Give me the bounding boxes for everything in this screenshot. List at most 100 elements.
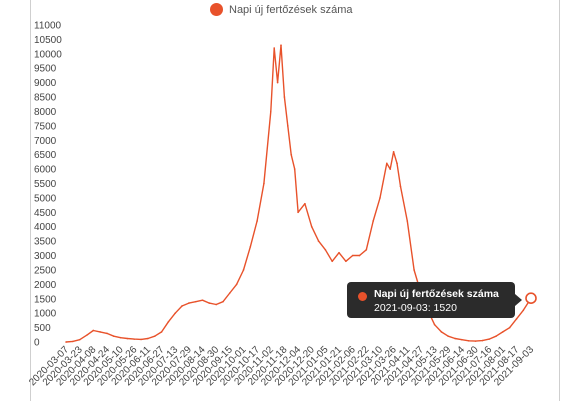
y-tick-label: 0 [34, 338, 40, 349]
data-point[interactable] [440, 331, 443, 333]
y-tick-label: 7500 [34, 121, 57, 132]
data-point[interactable] [293, 168, 296, 170]
data-point[interactable] [222, 300, 224, 303]
chart-area-border [30, 0, 560, 401]
data-point[interactable] [256, 220, 258, 222]
data-point[interactable] [447, 335, 450, 338]
y-axis: 0 500 1000 1500 2000 2500 3000 3500 4000 4500 5000… [34, 21, 62, 349]
data-tooltip: Napi új fertőzések száma 2021-09-03: 152… [347, 282, 522, 318]
data-point[interactable] [263, 182, 265, 185]
data-point[interactable] [413, 269, 415, 271]
data-point[interactable] [331, 260, 334, 263]
data-point[interactable] [304, 202, 306, 205]
data-point[interactable] [454, 337, 456, 340]
data-point[interactable] [406, 220, 409, 222]
data-point[interactable] [276, 81, 279, 84]
data-point[interactable] [140, 338, 142, 341]
data-point[interactable] [345, 260, 347, 263]
data-point[interactable] [379, 197, 381, 199]
data-point[interactable] [126, 337, 129, 340]
data-point[interactable] [290, 153, 293, 156]
data-point[interactable] [481, 339, 484, 342]
data-point[interactable] [515, 318, 518, 320]
data-point[interactable] [488, 338, 490, 340]
data-point[interactable] [112, 335, 115, 338]
data-point[interactable] [461, 338, 463, 341]
series-points [65, 44, 532, 343]
tooltip-title: Napi új fertőzések száma [374, 288, 499, 300]
data-point[interactable] [201, 299, 204, 302]
y-tick-label: 9000 [34, 78, 57, 89]
data-point[interactable] [208, 302, 211, 304]
chart-legend[interactable]: Napi új fertőzések száma [210, 3, 353, 16]
data-point[interactable] [174, 312, 177, 314]
data-point[interactable] [86, 333, 89, 336]
data-point[interactable] [365, 248, 368, 251]
data-point[interactable] [92, 329, 95, 332]
highlighted-data-point[interactable] [525, 292, 537, 304]
data-point[interactable] [474, 340, 477, 342]
data-point[interactable] [297, 211, 299, 214]
data-point[interactable] [78, 338, 81, 341]
data-point[interactable] [160, 331, 163, 333]
data-point[interactable] [358, 254, 361, 257]
y-tick-label: 9500 [34, 64, 57, 75]
y-tick-label: 3000 [34, 251, 57, 262]
data-point[interactable] [495, 335, 497, 338]
data-point[interactable] [249, 246, 252, 248]
data-point[interactable] [392, 151, 395, 153]
y-tick-label: 2000 [34, 280, 57, 291]
data-point[interactable] [508, 326, 511, 329]
data-point[interactable] [167, 321, 170, 323]
data-point[interactable] [433, 323, 436, 326]
data-point[interactable] [310, 225, 313, 228]
data-point[interactable] [324, 248, 327, 251]
data-point[interactable] [389, 168, 392, 170]
y-tick-label: 7000 [34, 136, 57, 147]
data-point[interactable] [287, 125, 289, 127]
data-point[interactable] [99, 331, 101, 333]
data-point[interactable] [399, 185, 402, 188]
data-point[interactable] [194, 300, 197, 303]
data-point[interactable] [72, 340, 74, 343]
y-tick-label: 4500 [34, 208, 57, 219]
data-point[interactable] [106, 332, 108, 335]
legend-label: Napi új fertőzések száma [229, 3, 353, 16]
y-tick-label: 3500 [34, 237, 57, 248]
tooltip-arrow [515, 294, 522, 306]
data-point[interactable] [153, 335, 156, 338]
data-point[interactable] [338, 251, 340, 254]
data-point[interactable] [65, 341, 67, 343]
tooltip-dot-icon [358, 292, 367, 301]
data-point[interactable] [283, 96, 286, 98]
tooltip-value: 2021-09-03: 1520 [374, 302, 457, 314]
data-point[interactable] [467, 340, 470, 342]
data-point[interactable] [396, 162, 398, 165]
y-tick-label: 500 [34, 323, 51, 334]
data-point[interactable] [229, 292, 231, 294]
data-point[interactable] [317, 240, 320, 242]
y-tick-label: 10500 [34, 35, 62, 46]
data-point[interactable] [273, 47, 275, 49]
y-tick-label: 8000 [34, 107, 57, 118]
y-tick-label: 6000 [34, 165, 57, 176]
data-point[interactable] [522, 309, 525, 312]
data-point[interactable] [280, 44, 282, 46]
data-point[interactable] [502, 331, 504, 333]
data-point[interactable] [133, 338, 136, 340]
data-point[interactable] [181, 305, 183, 307]
y-tick-label: 11000 [34, 21, 62, 32]
data-point[interactable] [119, 336, 122, 339]
data-point[interactable] [188, 302, 190, 304]
data-point[interactable] [215, 303, 217, 306]
data-point[interactable] [147, 337, 149, 340]
data-point[interactable] [351, 254, 354, 257]
y-tick-label: 5500 [34, 179, 57, 190]
x-axis: 2020-03-072020-03-232020-04-082020-04-24… [27, 344, 536, 388]
data-point[interactable] [235, 283, 238, 286]
data-point[interactable] [372, 220, 374, 222]
y-tick-label: 10000 [34, 49, 62, 60]
data-point[interactable] [386, 162, 388, 165]
data-point[interactable] [242, 269, 245, 271]
data-point[interactable] [269, 110, 272, 113]
